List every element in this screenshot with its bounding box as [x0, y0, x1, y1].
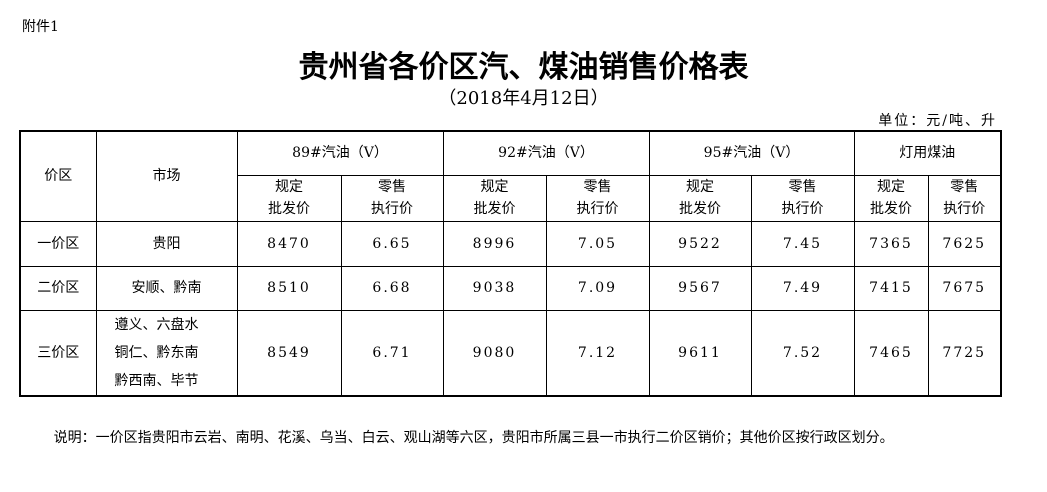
price-cell: 7.12: [545, 309, 650, 396]
group-header: 89#汽油（Ⅴ）: [236, 130, 444, 176]
price-cell: 9567: [648, 265, 752, 311]
price-cell: 7465: [853, 309, 929, 396]
price-cell: 6.68: [340, 265, 444, 311]
sub-header: 零售 执行价: [927, 174, 1002, 222]
sub-header-line: 批发价: [870, 201, 912, 217]
group-header: 95#汽油（Ⅴ）: [648, 130, 855, 176]
header-row: 价区 市场 89#汽油（Ⅴ） 92#汽油（Ⅴ） 95#汽油（Ⅴ） 灯用煤油: [19, 130, 1002, 222]
price-cell: 7.52: [750, 309, 855, 396]
data-row: 二价区 安顺、黔南 8510 6.68 9038 7.09 9567 7.49 7415 7675: [19, 265, 1002, 311]
sub-header-line: 批发价: [268, 201, 310, 217]
sub-header: 规定 批发价: [442, 174, 547, 222]
sub-header-line: 规定: [480, 179, 509, 195]
sub-header-line: 规定: [275, 179, 303, 195]
group-header: 灯用煤油: [853, 130, 1002, 176]
market-line: 贵阳: [152, 235, 181, 252]
header-cell: 价区: [19, 130, 97, 222]
table-body: 价区 市场 89#汽油（Ⅴ） 92#汽油（Ⅴ） 95#汽油（Ⅴ） 灯用煤油 规定 批发价 零售执…: [19, 130, 1002, 396]
sub-header: 零售 执行价: [340, 174, 444, 222]
price-cell: 9611: [648, 309, 752, 396]
sub-header-line: 批发价: [473, 201, 516, 217]
market-line: 黔西南、毕节: [114, 372, 199, 389]
date: （2018年4月12日）: [438, 88, 609, 109]
data-row: 一价区 贵阳 8470 6.65 8996 7.05 9522 7.45 7365 7625: [19, 220, 1002, 267]
sub-header-line: 零售: [583, 179, 612, 195]
sub-header-line: 执行价: [576, 201, 619, 217]
sub-header-line: 批发价: [679, 201, 721, 217]
sub-header: 零售 执行价: [545, 174, 650, 222]
price-cell: 8549: [236, 309, 342, 396]
sub-header-line: 执行价: [943, 201, 986, 217]
sub-header-line: 规定: [686, 179, 714, 195]
market-cell: 安顺、黔南: [95, 265, 238, 311]
market-line: 铜仁、黔东南: [114, 344, 199, 361]
price-cell: 6.65: [340, 220, 444, 267]
attachment-label: 附件1: [22, 19, 59, 35]
price-cell: 9080: [442, 309, 547, 396]
price-cell: 7725: [927, 309, 1002, 396]
zone-cell: 二价区: [19, 265, 97, 311]
header-cell: 市场: [95, 130, 238, 222]
price-table: 价区 市场 89#汽油（Ⅴ） 92#汽油（Ⅴ） 95#汽油（Ⅴ） 灯用煤油 规定 批发价 零售执…: [19, 130, 1002, 397]
sub-header-line: 执行价: [781, 201, 824, 217]
title: 贵州省各价区汽、煤油销售价格表: [298, 50, 749, 85]
price-cell: 8996: [442, 220, 547, 267]
price-cell: 6.71: [340, 309, 444, 396]
price-cell: 8510: [236, 265, 342, 311]
price-cell: 9522: [648, 220, 752, 267]
price-cell: 7.05: [545, 220, 650, 267]
header-row: 规定 批发价 零售 执行价 规定 批发价 零售 执行价 规定 批发价 零售 执行价 规定 批发价 零售 执行价: [20, 174, 1002, 222]
price-cell: 7625: [927, 220, 1002, 267]
sub-header-line: 零售: [950, 179, 979, 195]
price-cell: 7365: [853, 220, 929, 267]
sub-header-line: 执行价: [371, 201, 413, 217]
market-cell: 贵阳: [95, 220, 238, 267]
market-line: 遵义、六盘水: [114, 316, 199, 333]
sub-header-line: 规定: [877, 179, 905, 195]
note: 说明：一价区指贵阳市云岩、南明、花溪、乌当、白云、观山湖等六区，贵阳市所属三县一…: [53, 430, 894, 446]
sub-header-line: 零售: [788, 179, 817, 195]
price-cell: 7675: [927, 265, 1002, 311]
data-row: 三价区 遵义、六盘水 铜仁、黔东南 黔西南、毕节 8549 6.71 9080 7.12 961…: [19, 309, 1002, 396]
price-cell: 8470: [236, 220, 342, 267]
price-cell: 9038: [442, 265, 547, 311]
market-cell: 遵义、六盘水 铜仁、黔东南 黔西南、毕节: [95, 309, 238, 396]
sub-header: 规定 批发价: [853, 174, 929, 222]
sub-header: 规定 批发价: [648, 174, 752, 222]
sub-header-line: 零售: [378, 179, 406, 195]
price-cell: 7415: [853, 265, 929, 311]
unit: 单位：元/吨、升: [878, 113, 997, 129]
sub-header: 零售 执行价: [750, 174, 855, 222]
market-line: 安顺、黔南: [131, 280, 202, 296]
price-cell: 7.45: [750, 220, 855, 267]
group-header: 92#汽油（Ⅴ）: [442, 130, 650, 176]
price-cell: 7.49: [750, 265, 855, 311]
price-cell: 7.09: [545, 265, 650, 311]
zone-cell: 一价区: [19, 220, 97, 267]
sub-header: 规定 批发价: [236, 174, 342, 222]
zone-cell: 三价区: [19, 309, 97, 396]
